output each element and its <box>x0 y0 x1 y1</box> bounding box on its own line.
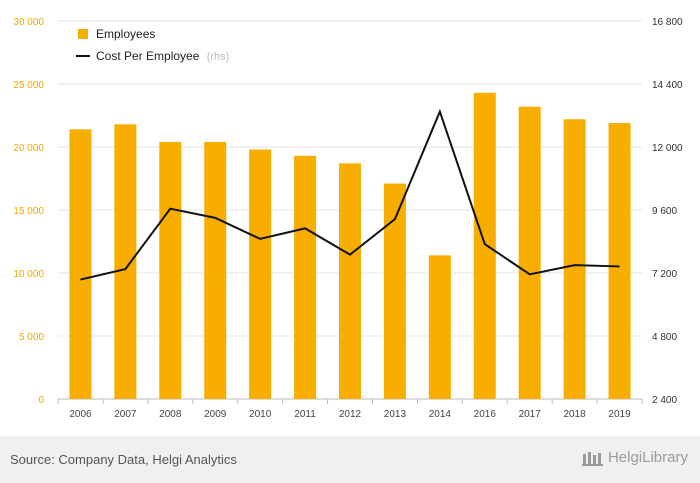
x-tick-label: 2014 <box>429 409 452 420</box>
employee-bar <box>339 163 361 399</box>
combo-chart: 0 5 000 10 000 15 000 20 000 25 000 30 000 2 4… <box>13 17 683 420</box>
x-tick-label: 2010 <box>249 409 272 420</box>
left-tick-label: 0 <box>38 395 44 406</box>
right-tick-label: 14 400 <box>652 80 683 91</box>
x-tick-label: 2007 <box>114 409 137 420</box>
right-tick-label: 12 000 <box>652 143 683 154</box>
cost-per-employee-polyline <box>80 108 620 281</box>
x-tick-label: 2019 <box>608 409 631 420</box>
employee-bar <box>204 141 227 399</box>
legend-label-employees: Employees <box>96 27 155 41</box>
right-axis-ticks: 2 400 4 800 7 200 9 600 12 000 14 400 16 800 <box>652 17 683 406</box>
x-tick-label: 2009 <box>204 409 227 420</box>
x-tick-label: 2006 <box>69 409 92 420</box>
right-tick-label: 7 200 <box>652 269 677 280</box>
employee-bar <box>114 124 137 399</box>
legend-swatch-employees <box>78 29 88 39</box>
left-tick-label: 15 000 <box>13 206 44 217</box>
left-tick-label: 10 000 <box>13 269 44 280</box>
footer-bar: Source: Company Data, Helgi Analytics He… <box>0 436 700 483</box>
employee-bar <box>383 183 406 399</box>
cost-per-employee-line <box>80 108 620 281</box>
left-tick-label: 30 000 <box>13 17 44 28</box>
right-tick-label: 9 600 <box>652 206 677 217</box>
x-tick-label: 2011 <box>294 409 316 420</box>
employee-bars <box>69 92 631 400</box>
legend-label-cost-text: Cost Per Employee <box>96 49 200 63</box>
employee-bar <box>518 106 541 400</box>
legend-label-rhs-note: (rhs) <box>207 51 230 63</box>
brand-logo: HelgiLibrary <box>581 449 688 466</box>
x-tick-label: 2008 <box>159 409 182 420</box>
x-tick-label: 2016 <box>474 409 497 420</box>
employee-bar <box>608 123 631 399</box>
source-text: Source: Company Data, Helgi Analytics <box>10 452 237 467</box>
employee-bar <box>294 155 317 399</box>
employee-bar <box>249 149 272 399</box>
employee-bar <box>69 129 92 400</box>
brand-text: HelgiLibrary <box>607 449 688 466</box>
right-tick-label: 4 800 <box>652 332 677 343</box>
x-axis-ticks: 2006 2007 2008 2009 2010 2011 2012 2013 2014 2016… <box>57 399 643 420</box>
x-tick-label: 2013 <box>384 409 407 420</box>
right-tick-label: 2 400 <box>652 395 677 406</box>
left-axis-ticks: 0 5 000 10 000 15 000 20 000 25 000 30 000 <box>13 17 44 406</box>
x-tick-label: 2017 <box>519 409 542 420</box>
left-tick-label: 25 000 <box>13 80 44 91</box>
left-tick-label: 20 000 <box>13 143 44 154</box>
x-tick-label: 2012 <box>339 409 362 420</box>
employee-bar <box>428 255 451 399</box>
x-tick-label: 2018 <box>563 409 586 420</box>
left-tick-label: 5 000 <box>19 332 44 343</box>
employee-bar <box>473 92 496 399</box>
employee-bar <box>159 141 182 399</box>
legend-label-cost-per-employee: Cost Per Employee (rhs) <box>96 49 229 63</box>
right-tick-label: 16 800 <box>652 17 683 28</box>
library-building-icon <box>581 451 603 466</box>
legend: Employees Cost Per Employee (rhs) <box>76 27 229 63</box>
employee-bar <box>563 119 586 399</box>
